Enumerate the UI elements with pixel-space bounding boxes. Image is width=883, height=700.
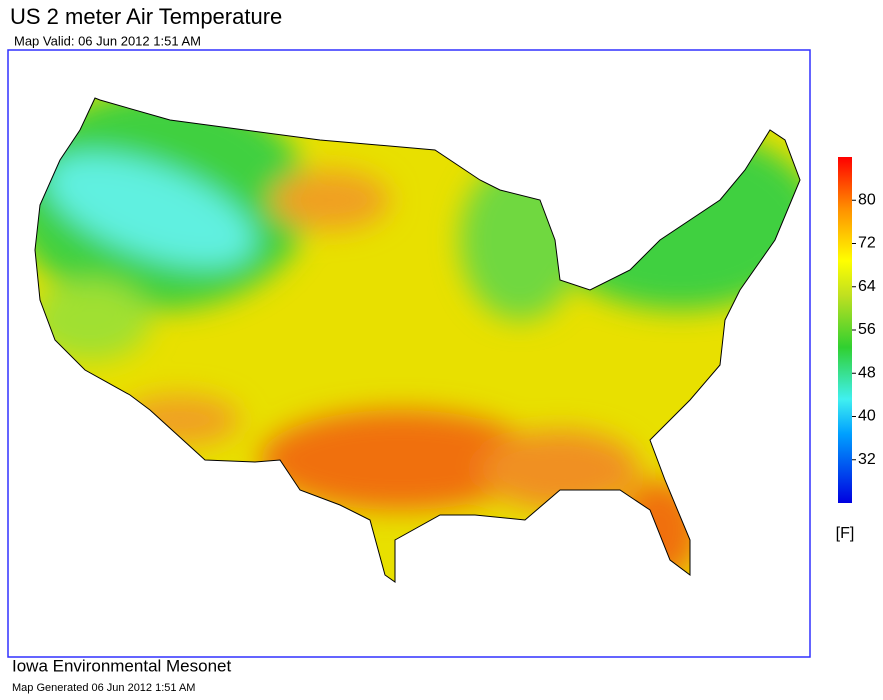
colorbar-tick-label: 56	[858, 321, 876, 338]
colorbar-tick-label: 80	[858, 191, 876, 208]
subtitle: Map Valid: 06 Jun 2012 1:51 AM	[14, 33, 201, 48]
colorbar-unit: [F]	[836, 525, 855, 542]
footer-source: Iowa Environmental Mesonet	[12, 656, 232, 675]
colorbar-tick-label: 64	[858, 278, 876, 295]
title: US 2 meter Air Temperature	[10, 4, 282, 29]
colorbar	[838, 157, 852, 503]
colorbar-tick-label: 48	[858, 364, 876, 381]
colorbar-tick-label: 32	[858, 451, 876, 468]
colorbar-tick-label: 40	[858, 408, 876, 425]
us-outline	[34, 97, 801, 583]
colorbar-tick-label: 72	[858, 235, 876, 252]
footer-generated: Map Generated 06 Jun 2012 1:51 AM	[12, 682, 195, 694]
